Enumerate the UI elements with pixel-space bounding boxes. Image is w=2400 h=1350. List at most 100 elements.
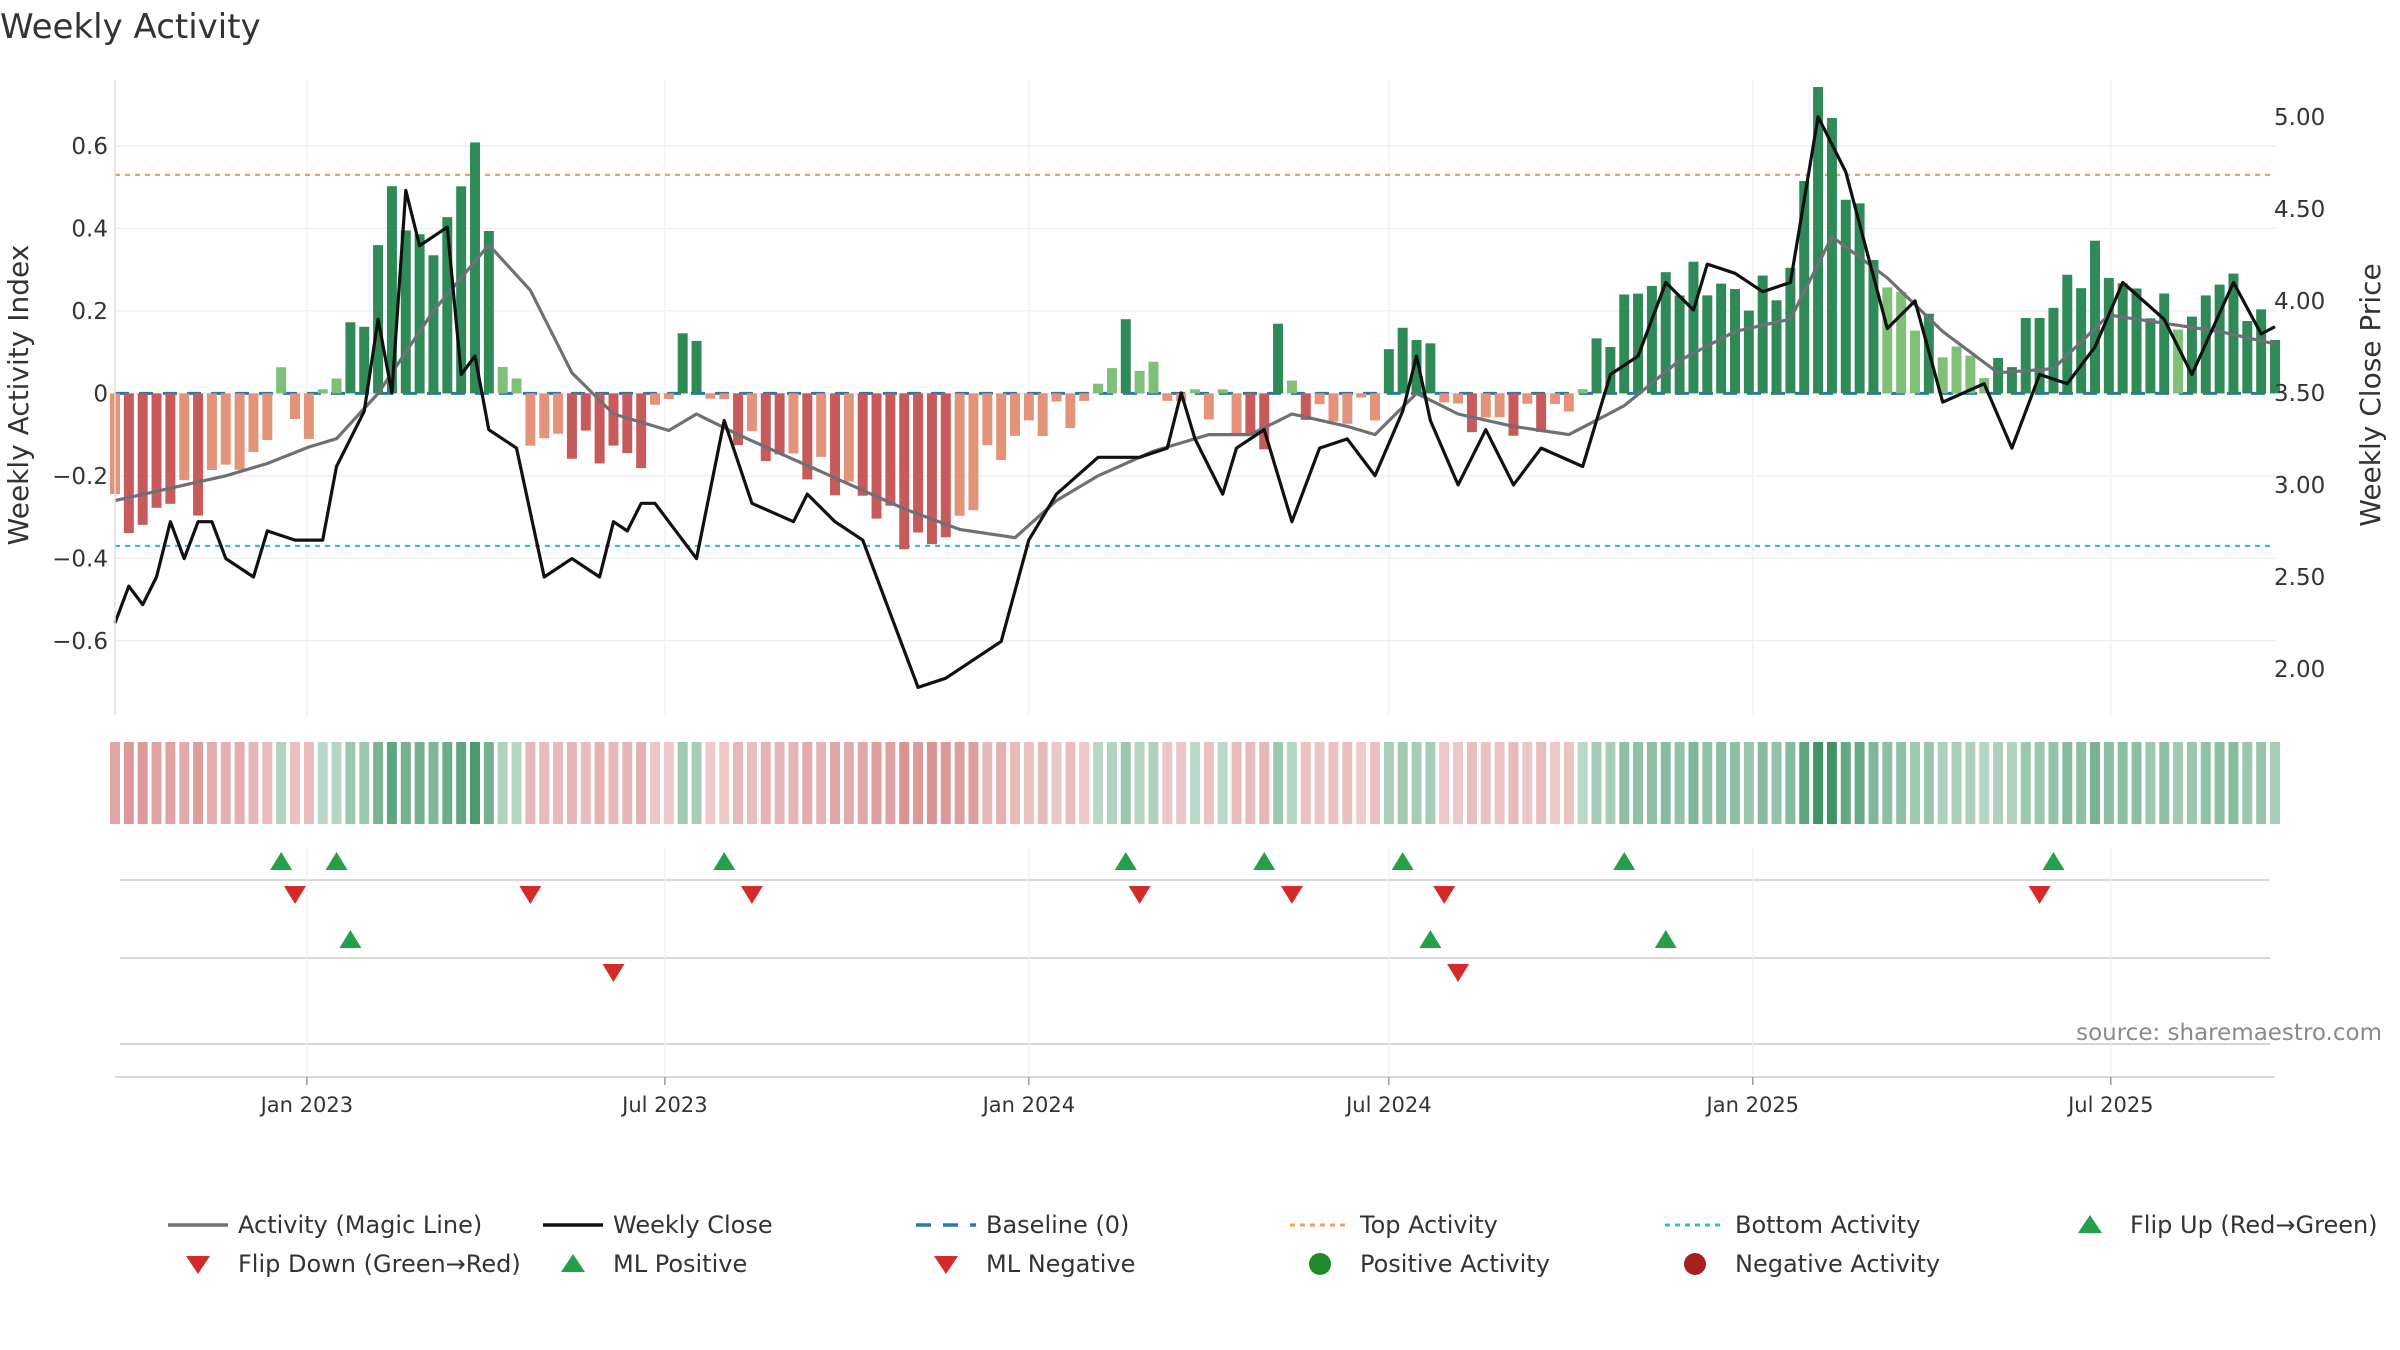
flip-down-marker [1433, 886, 1456, 904]
heat-cell [1702, 742, 1713, 824]
activity-bar [1411, 339, 1422, 394]
activity-bar [2062, 274, 2073, 394]
activity-bar [566, 393, 577, 459]
heat-cell [1965, 742, 1976, 824]
x-tick-label: Jan 2024 [981, 1093, 1076, 1117]
heat-cell [1882, 742, 1893, 824]
activity-bar [802, 393, 813, 480]
activity-bar [1868, 260, 1879, 394]
legend-swatch [186, 1256, 210, 1274]
heat-cell [483, 742, 494, 824]
heat-cell [2214, 742, 2225, 824]
heat-cell [843, 742, 854, 824]
heat-cell [1910, 742, 1920, 824]
activity-bar [954, 393, 965, 516]
activity-bar [1439, 393, 1450, 403]
activity-bar [234, 393, 245, 470]
heat-cell [1937, 742, 1948, 824]
legend-label: Flip Up (Red→Green) [2130, 1211, 2378, 1239]
activity-bar [1190, 389, 1200, 394]
heat-cell [1771, 742, 1782, 824]
ml-positive-marker [1391, 852, 1414, 870]
activity-bar [428, 255, 439, 394]
heat-cell [1106, 742, 1117, 824]
activity-bar [843, 393, 854, 482]
activity-bar [345, 322, 356, 394]
heat-cell [248, 742, 259, 824]
y-tick-label: 0.4 [71, 216, 108, 242]
heat-cell [857, 742, 868, 824]
heat-cell [1231, 742, 1242, 824]
activity-bar [1937, 357, 1948, 394]
activity-bar [940, 393, 951, 538]
flip-up-marker [1654, 930, 1677, 948]
legend-swatch [1684, 1253, 1706, 1275]
activity-bar [580, 393, 591, 431]
legend-label: Baseline (0) [986, 1211, 1129, 1239]
activity-bar [1037, 393, 1048, 436]
heat-cell [2090, 742, 2100, 824]
heat-cell [470, 742, 480, 824]
heat-cell [816, 742, 827, 824]
activity-bar [1896, 291, 1907, 394]
activity-bar [2048, 307, 2059, 394]
activity-bar [1854, 203, 1865, 394]
activity-bar [1106, 368, 1117, 394]
activity-bar [1951, 346, 1962, 394]
source-note: source: sharemaestro.com [2076, 1020, 2382, 1046]
ml-positive-marker [270, 852, 293, 870]
activity-bar [857, 393, 868, 496]
activity-bar [303, 393, 314, 439]
heat-cell [137, 742, 148, 824]
legend-label: ML Positive [613, 1250, 747, 1278]
activity-bar [1453, 393, 1464, 404]
activity-bar [705, 393, 716, 399]
activity-bar [899, 393, 910, 550]
activity-bar [442, 217, 453, 394]
activity-bar [926, 393, 937, 545]
magic-line [114, 235, 2276, 540]
activity-bar [1730, 289, 1740, 394]
activity-bar [1771, 300, 1782, 394]
activity-bar [1023, 393, 1034, 421]
heat-cell [193, 742, 204, 824]
reference-lines [115, 173, 2275, 548]
activity-bar [1356, 393, 1367, 398]
heat-cell [1646, 742, 1657, 824]
activity-bar [788, 393, 799, 454]
heat-cell [691, 742, 702, 824]
activity-bar [2131, 288, 2142, 394]
heat-cell [400, 742, 411, 824]
activity-bar [1217, 389, 1228, 394]
heat-cell [636, 742, 647, 824]
heat-cell [760, 742, 771, 824]
heat-cell [719, 742, 730, 824]
activity-bar [1813, 87, 1824, 394]
heat-cell [206, 742, 217, 824]
activity-bar [1633, 293, 1644, 394]
heat-cell [1494, 742, 1505, 824]
heat-cell [262, 742, 273, 824]
heat-cell [1730, 742, 1740, 824]
activity-bar [137, 393, 148, 525]
activity-bar [1646, 285, 1657, 394]
activity-bar [497, 366, 508, 394]
x-tick-label: Jul 2023 [620, 1093, 707, 1117]
heat-cell [1757, 742, 1768, 824]
heat-cell [2131, 742, 2142, 824]
heat-cell [1328, 742, 1339, 824]
heat-cell [1840, 742, 1851, 824]
activity-bar [1577, 389, 1588, 394]
activity-bar [636, 393, 647, 469]
heat-cell [1383, 742, 1394, 824]
heat-cell [2173, 742, 2184, 824]
flip-down-marker [284, 886, 306, 904]
activity-bar [996, 393, 1007, 461]
activity-heat-strip [110, 742, 2280, 824]
heat-cell [1522, 742, 1533, 824]
activity-bar [1328, 393, 1339, 422]
heat-cell [428, 742, 439, 824]
legend-label: Negative Activity [1735, 1250, 1940, 1278]
activity-bar [1882, 287, 1893, 394]
heat-cell [940, 742, 951, 824]
